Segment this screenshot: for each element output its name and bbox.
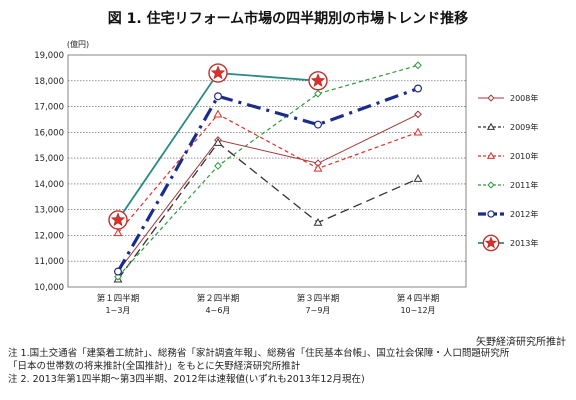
x-tick-label: 第４四半期 bbox=[397, 293, 440, 304]
data-point-1 bbox=[414, 110, 422, 119]
footnotes: 注 1.国土交通省「建築着工統計」、総務省「家計調査年報」、総務省「住民基本台帳… bbox=[8, 347, 568, 386]
data-point-3 bbox=[113, 228, 123, 237]
series-line-5 bbox=[116, 87, 419, 273]
data-point-5 bbox=[414, 84, 423, 93]
data-point-6-star bbox=[310, 73, 326, 88]
legend-label: 2008年 bbox=[510, 93, 538, 103]
footnote-line: 注 2. 2013年第1四半期～第3四半期、2012年は速報値(いずれも2013… bbox=[8, 374, 365, 385]
x-tick-label: 第１四半期 bbox=[97, 293, 140, 304]
legend-label: 2012年 bbox=[510, 209, 538, 219]
y-tick-label: 12,000 bbox=[34, 231, 64, 241]
legend-label: 2009年 bbox=[510, 122, 538, 132]
data-point-2 bbox=[213, 138, 223, 146]
y-unit-label: (億円) bbox=[67, 39, 89, 49]
legend-label: 2013年 bbox=[510, 238, 538, 248]
footnote-line: 「日本の世帯数の将来推計(全国推計)」をもとに矢野経済研究所推計 bbox=[8, 361, 301, 372]
data-point-2 bbox=[413, 174, 423, 182]
y-tick-label: 19,000 bbox=[34, 51, 64, 61]
data-point-3 bbox=[313, 163, 323, 172]
x-tick-sublabel: 10~12月 bbox=[400, 306, 435, 315]
y-tick-label: 11,000 bbox=[34, 257, 64, 267]
data-point-3 bbox=[413, 127, 423, 136]
legend-marker bbox=[486, 151, 496, 159]
y-tick-label: 10,000 bbox=[34, 283, 64, 293]
series-line-4 bbox=[117, 64, 419, 278]
y-tick-label: 13,000 bbox=[34, 206, 64, 216]
plot-frame bbox=[67, 54, 467, 288]
series-line-1 bbox=[117, 113, 419, 272]
data-point-5 bbox=[214, 92, 223, 101]
y-tick-label: 14,000 bbox=[34, 180, 64, 190]
data-point-2 bbox=[313, 217, 323, 226]
footnote-line: 注 1.国土交通省「建築着工統計」、総務省「家計調査年報」、総務省「住民基本台帳… bbox=[8, 348, 510, 359]
chart-title: 図 1. 住宅リフォーム市場の四半期別の市場トレンド推移 bbox=[107, 11, 469, 27]
legend-marker bbox=[487, 181, 495, 189]
data-point-4 bbox=[414, 61, 422, 70]
data-point-4 bbox=[314, 89, 322, 98]
data-point-3 bbox=[213, 109, 223, 118]
x-tick-label: 第３四半期 bbox=[297, 293, 340, 304]
legend-label: 2011年 bbox=[510, 180, 538, 190]
legend-marker bbox=[487, 94, 495, 102]
x-tick-sublabel: 7~9月 bbox=[306, 306, 331, 315]
data-point-4 bbox=[214, 161, 222, 170]
data-point-5 bbox=[113, 267, 122, 276]
data-point-6-star bbox=[210, 65, 226, 80]
legend-label: 2010年 bbox=[510, 151, 538, 161]
legend-marker bbox=[487, 210, 495, 218]
source-credit: 矢野経済研究所推計 bbox=[476, 337, 566, 348]
series-line-2 bbox=[117, 141, 419, 280]
y-tick-label: 15,000 bbox=[34, 154, 64, 164]
x-tick-sublabel: 4~6月 bbox=[206, 306, 231, 315]
series-line-3 bbox=[117, 113, 419, 234]
data-point-6-star bbox=[110, 212, 126, 227]
data-point-5 bbox=[314, 120, 323, 129]
x-tick-label: 第２四半期 bbox=[197, 293, 240, 304]
y-tick-label: 18,000 bbox=[34, 77, 64, 87]
x-tick-sublabel: 1~3月 bbox=[106, 306, 131, 315]
legend-marker-star bbox=[484, 236, 498, 249]
y-tick-label: 16,000 bbox=[34, 128, 64, 138]
legend-marker bbox=[486, 122, 496, 130]
y-tick-label: 17,000 bbox=[34, 103, 64, 113]
